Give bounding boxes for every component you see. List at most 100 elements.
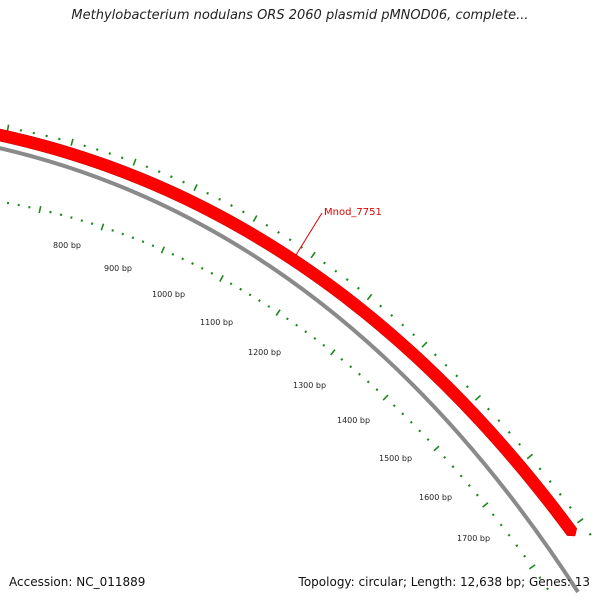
inner-minor-tick: [467, 483, 471, 487]
inner-minor-tick: [285, 317, 289, 321]
outer-major-tick: [132, 158, 137, 166]
inner-minor-tick: [200, 266, 204, 270]
outer-major-tick: [366, 293, 373, 301]
inner-minor-tick: [59, 213, 63, 217]
ruler-label: 1700 bp: [457, 534, 490, 543]
inner-minor-tick: [258, 299, 261, 303]
inner-minor-tick: [507, 533, 511, 537]
inner-minor-tick: [131, 236, 135, 240]
outer-minor-tick: [334, 269, 338, 273]
outer-minor-tick: [518, 442, 522, 446]
inner-minor-tick: [515, 544, 519, 548]
ruler-label: 1500 bp: [379, 454, 412, 463]
inner-major-tick: [433, 445, 440, 452]
inner-minor-tick: [375, 388, 379, 392]
outer-major-tick: [310, 251, 316, 259]
outer-minor-tick: [507, 430, 511, 434]
inner-minor-tick: [151, 244, 155, 248]
inner-minor-tick: [392, 404, 396, 408]
outer-minor-tick: [300, 245, 304, 249]
inner-minor-tick: [248, 293, 252, 297]
inner-minor-tick: [366, 380, 370, 384]
inner-minor-tick: [70, 216, 73, 219]
accession-label: Accession: NC_011889: [9, 575, 146, 589]
outer-major-tick: [421, 341, 428, 348]
map-title: Methylobacterium nodulans ORS 2060 plasm…: [71, 8, 529, 23]
outer-major-tick: [6, 124, 10, 132]
ruler-label: 1400 bp: [337, 416, 370, 425]
inner-minor-tick: [210, 271, 214, 275]
outer-minor-tick: [288, 238, 292, 242]
outer-minor-tick: [182, 180, 185, 184]
inner-minor-tick: [358, 372, 361, 376]
outer-minor-tick: [433, 353, 437, 357]
ruler-label: 1300 bp: [293, 381, 326, 390]
outer-minor-tick: [568, 505, 572, 509]
ruler-label: 800 bp: [53, 241, 81, 250]
inner-major-tick: [528, 564, 536, 570]
outer-minor-tick: [588, 532, 592, 536]
inner-minor-tick: [229, 282, 233, 286]
inner-minor-tick: [426, 438, 430, 442]
inner-minor-tick: [111, 229, 114, 232]
outer-minor-tick: [497, 419, 501, 423]
outer-minor-tick: [538, 467, 542, 471]
outer-minor-tick: [323, 261, 326, 265]
outer-minor-tick: [45, 134, 48, 138]
outer-minor-tick: [230, 204, 233, 207]
outer-minor-tick: [157, 170, 161, 174]
inner-minor-tick: [475, 493, 479, 497]
outer-major-tick: [474, 394, 482, 401]
outer-minor-tick: [558, 492, 562, 496]
outer-minor-tick: [455, 374, 459, 378]
inner-minor-tick: [538, 576, 542, 580]
inner-tick-marks: [6, 201, 549, 591]
inner-major-tick: [382, 394, 389, 401]
outer-major-tick: [526, 453, 534, 460]
inner-minor-tick: [171, 252, 175, 256]
inner-major-tick: [275, 309, 281, 316]
inner-minor-tick: [313, 336, 317, 340]
inner-major-tick: [160, 246, 166, 254]
outer-major-tick: [577, 518, 584, 524]
outer-minor-tick: [277, 230, 280, 234]
outer-minor-tick: [412, 333, 416, 337]
inner-minor-tick: [349, 365, 353, 369]
inner-major-tick: [219, 275, 224, 282]
outer-minor-tick: [241, 210, 245, 214]
outer-minor-tick: [345, 278, 349, 282]
outer-minor-tick: [265, 223, 269, 227]
outer-major-tick: [252, 215, 258, 222]
ruler-label: 1600 bp: [419, 493, 452, 502]
outer-minor-tick: [206, 191, 209, 195]
outer-tick-marks: [6, 124, 592, 536]
gene-label[interactable]: Mnod_7751: [324, 207, 382, 218]
plasmid-backbone: [0, 146, 580, 594]
inner-major-tick: [100, 223, 105, 231]
inner-minor-tick: [443, 455, 447, 459]
inner-minor-tick: [418, 429, 422, 433]
inner-minor-tick: [28, 205, 31, 209]
ruler-label: 1200 bp: [248, 348, 281, 357]
inner-minor-tick: [340, 357, 344, 361]
outer-minor-tick: [95, 148, 99, 151]
inner-minor-tick: [459, 474, 463, 478]
outer-minor-tick: [83, 144, 86, 148]
outer-minor-tick: [444, 363, 448, 367]
outer-minor-tick: [379, 304, 383, 308]
outer-minor-tick: [169, 175, 173, 179]
outer-minor-tick: [120, 156, 124, 160]
inner-minor-tick: [451, 465, 455, 469]
inner-minor-tick: [523, 554, 527, 558]
ruler-label: 1100 bp: [200, 318, 233, 327]
genome-summary: Topology: circular; Length: 12,638 bp; G…: [298, 575, 590, 589]
gene-label-leader: [295, 212, 323, 256]
inner-minor-tick: [322, 343, 326, 347]
outer-minor-tick: [356, 286, 360, 290]
inner-minor-tick: [267, 305, 271, 308]
inner-minor-tick: [80, 219, 84, 222]
gene-mnod-7751[interactable]: [0, 128, 578, 537]
inner-major-tick: [330, 349, 336, 356]
outer-minor-tick: [218, 197, 221, 201]
